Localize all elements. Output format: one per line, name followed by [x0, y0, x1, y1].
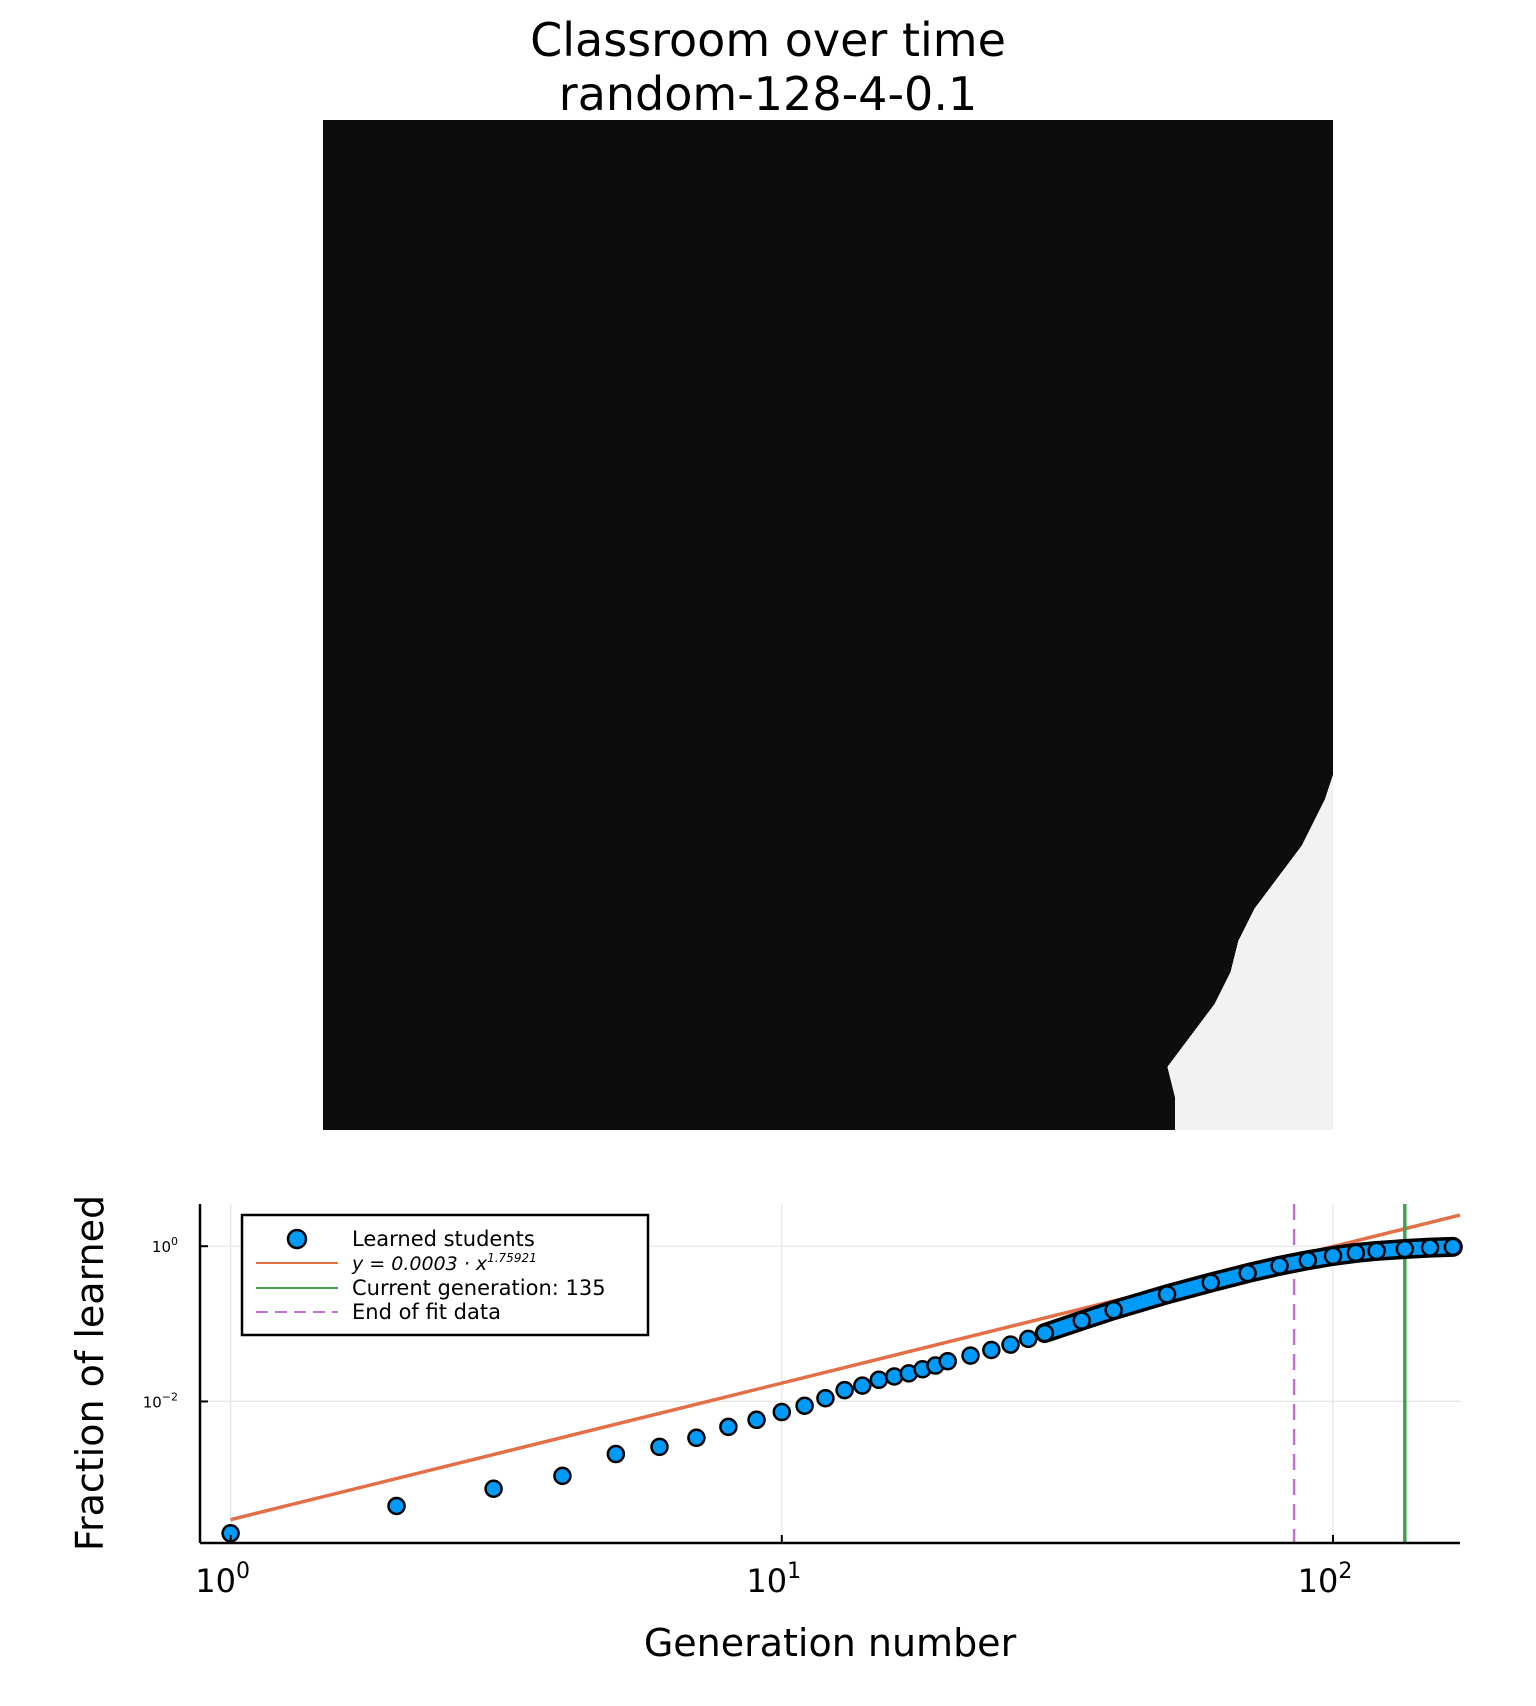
learned-students-point [650, 1437, 669, 1457]
legend-box [240, 1213, 650, 1337]
marker-dense-band-outline [1034, 1236, 1463, 1344]
learned-students-point [387, 1496, 406, 1516]
learned-students-point [1072, 1311, 1091, 1330]
y-axis-label: Fraction of learned [68, 1195, 112, 1551]
learned-students-point [1443, 1237, 1463, 1257]
legend-label-fit-base: y = 0.0003 · x [351, 1253, 488, 1275]
learned-students-point [869, 1370, 889, 1390]
y-tick-label: 100 [152, 1235, 178, 1256]
learned-students-point [719, 1417, 738, 1437]
learned-students-point [1019, 1329, 1038, 1349]
learned-students-point [1001, 1335, 1020, 1354]
learned-students-point [982, 1340, 1001, 1360]
learned-students-point [1298, 1250, 1318, 1270]
learned-students-point [772, 1402, 792, 1422]
legend-marker-learned [286, 1228, 308, 1250]
learned-students-point [835, 1380, 854, 1400]
legend: Learned students y = 0.0003 · x1.75921 C… [240, 1213, 650, 1337]
learned-students-point [1035, 1323, 1055, 1343]
learned-students-point [553, 1466, 572, 1486]
learned-students-point [885, 1367, 904, 1386]
learned-students-point [1201, 1273, 1220, 1292]
plot-ticks: 100 101 102 100 10−2 [143, 1235, 1353, 1600]
legend-label-fit-exponent: 1.75921 [487, 1251, 537, 1265]
legend-label-endfit: End of fit data [352, 1300, 501, 1324]
legend-label-fit: y = 0.0003 · x1.75921 [351, 1251, 537, 1275]
learned-students-point [1270, 1256, 1289, 1276]
classroom-heatmap [323, 120, 1333, 1130]
plot-axes [198, 1204, 1460, 1545]
learned-students-point [961, 1346, 980, 1365]
learned-students-point [1346, 1243, 1366, 1263]
x-tick-label: 100 [195, 1559, 250, 1600]
heatmap-learned-region [1167, 774, 1333, 1130]
x-axis-label: Generation number [644, 1621, 1017, 1665]
learned-students-point [1104, 1300, 1123, 1320]
chart-title: Classroom over time [530, 13, 1006, 67]
chart-subtitle: random-128-4-0.1 [558, 67, 978, 121]
learned-students-point [484, 1479, 503, 1499]
learned-students-point [795, 1396, 814, 1416]
learned-students-point [1323, 1246, 1343, 1266]
heatmap-background [323, 120, 1333, 1130]
learned-students-point [938, 1351, 957, 1371]
learned-students-point [1367, 1241, 1386, 1261]
learned-students-point [1157, 1285, 1177, 1304]
learned-students-point [816, 1388, 835, 1408]
x-tick-label: 102 [1298, 1559, 1353, 1600]
learned-students-point [1420, 1238, 1440, 1257]
y-tick-label: 10−2 [143, 1390, 178, 1411]
learned-students-point [747, 1410, 766, 1430]
legend-label-current: Current generation: 135 [352, 1276, 606, 1300]
learned-students-point [606, 1444, 626, 1464]
learned-students-point [853, 1376, 872, 1395]
learned-students-point [687, 1428, 706, 1448]
learned-students-point [1395, 1239, 1415, 1259]
x-tick-label: 101 [746, 1559, 801, 1600]
legend-label-learned: Learned students [352, 1227, 535, 1251]
learned-students-point [1238, 1263, 1257, 1283]
